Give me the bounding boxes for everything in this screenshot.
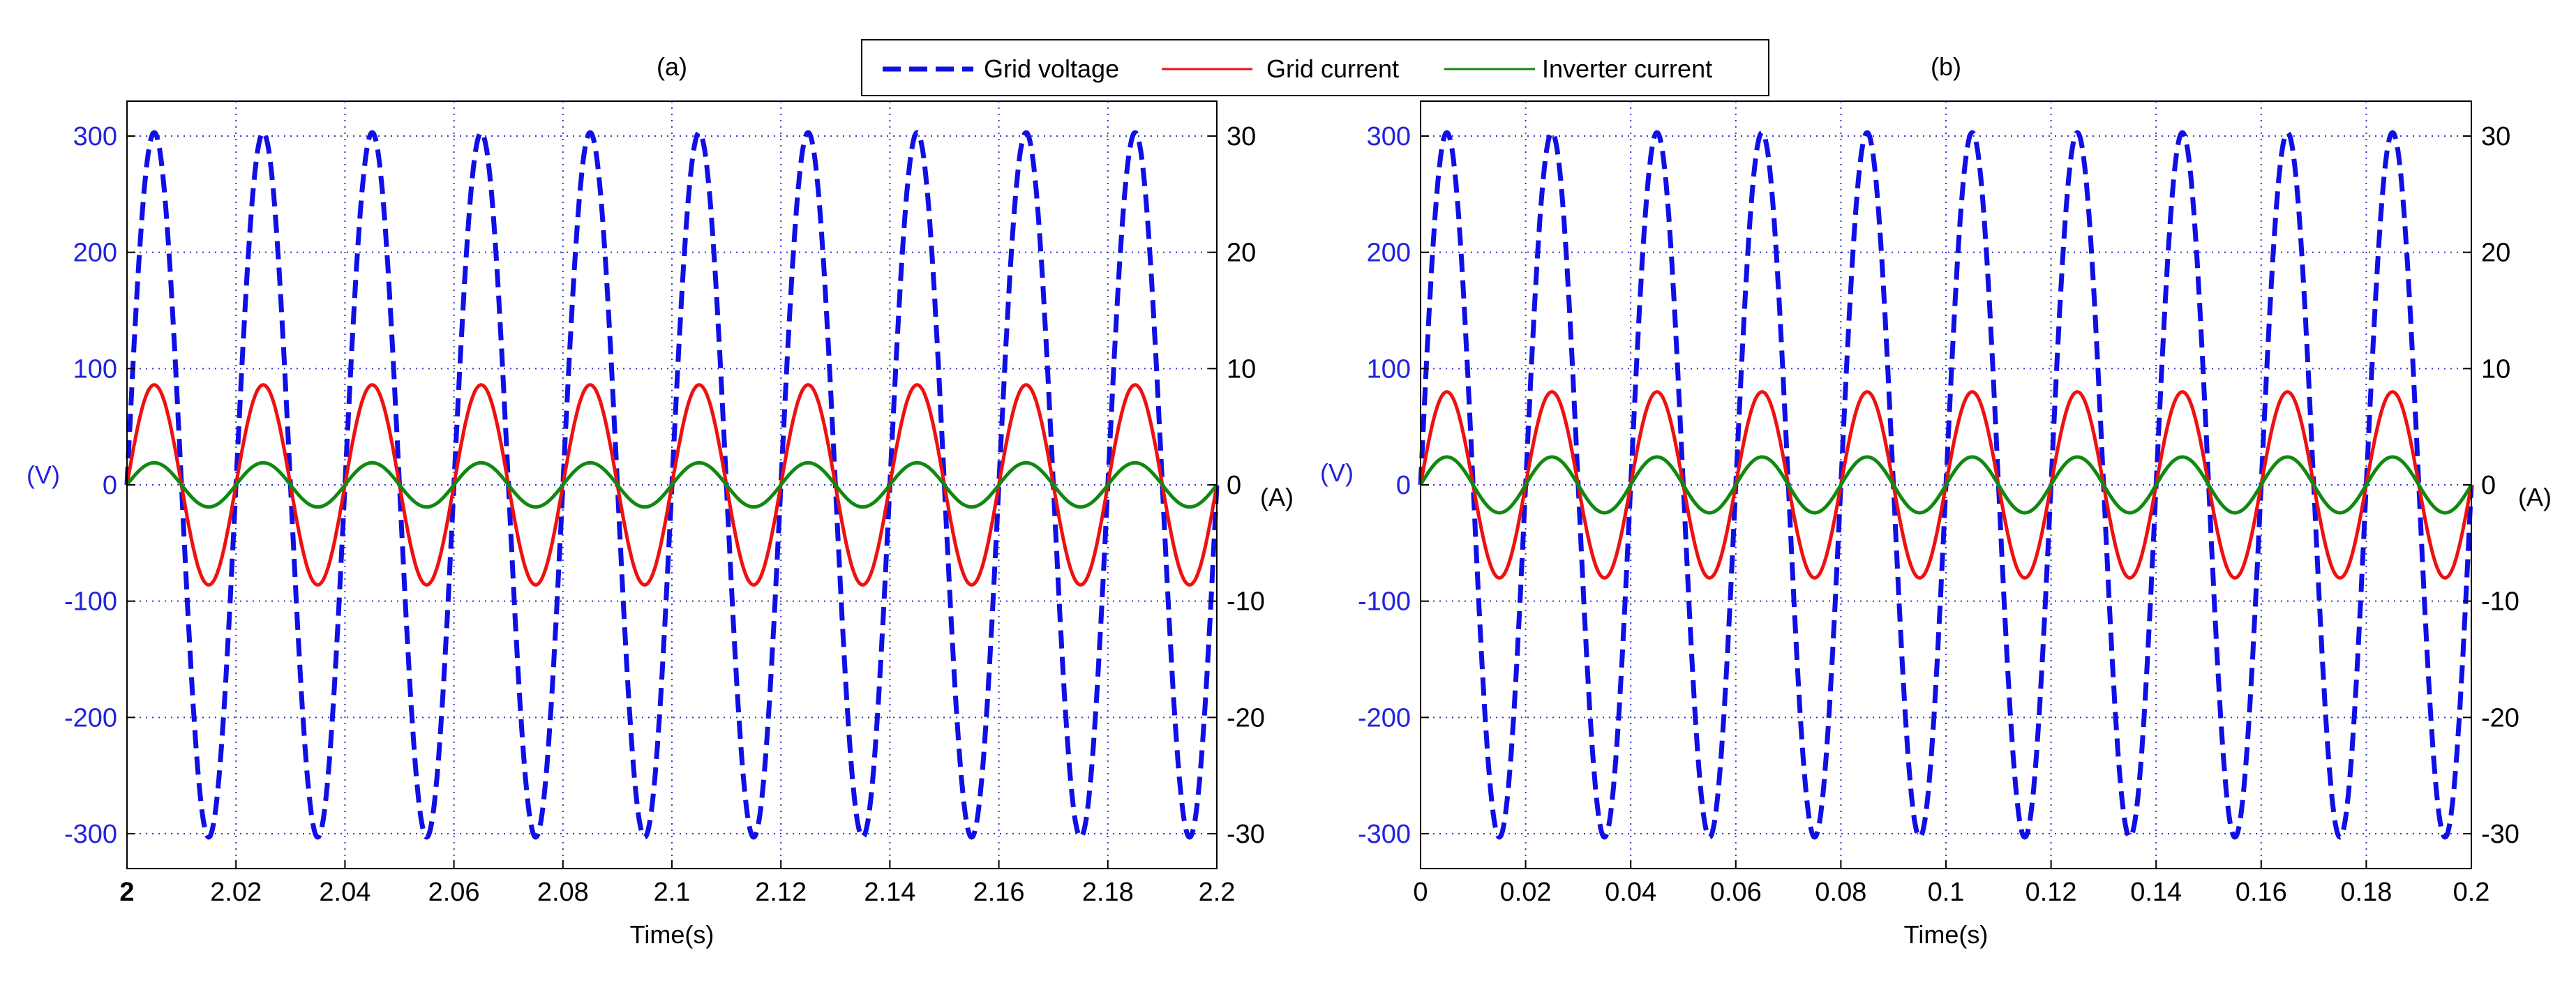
x-tick-label: 0.04 bbox=[1605, 878, 1656, 907]
y-right-tick-label: 0 bbox=[1227, 471, 1241, 500]
y-left-tick-label: -300 bbox=[64, 820, 117, 849]
chart-b-xlabel: Time(s) bbox=[1904, 920, 1989, 949]
x-tick-label: 0.08 bbox=[1815, 878, 1866, 907]
y-right-tick-label: -30 bbox=[2481, 820, 2519, 849]
y-right-tick-label: -10 bbox=[1227, 587, 1265, 617]
y-left-tick-label: 0 bbox=[1396, 471, 1411, 500]
chart-b-ylabel-right: (A) bbox=[2518, 483, 2552, 511]
x-tick-label: 2.16 bbox=[973, 878, 1025, 907]
x-tick-label: 0.2 bbox=[2453, 878, 2490, 907]
x-tick-label: 2.14 bbox=[864, 878, 915, 907]
legend-label-grid-voltage: Grid voltage bbox=[984, 54, 1119, 83]
x-tick-label: 0.18 bbox=[2340, 878, 2392, 907]
y-left-tick-label: 0 bbox=[103, 471, 117, 500]
y-left-tick-label: -200 bbox=[64, 703, 117, 733]
y-right-tick-label: 20 bbox=[1227, 239, 1256, 268]
legend-label-grid-current: Grid current bbox=[1266, 54, 1399, 83]
x-tick-label: 2.02 bbox=[210, 878, 262, 907]
x-tick-label: 2.12 bbox=[755, 878, 807, 907]
y-left-tick-label: 100 bbox=[1367, 354, 1411, 384]
x-tick-label: 2.08 bbox=[537, 878, 589, 907]
legend-box bbox=[861, 39, 1769, 96]
y-right-tick-label: -20 bbox=[2481, 703, 2519, 733]
x-tick-label: 0.14 bbox=[2130, 878, 2182, 907]
y-left-tick-label: -300 bbox=[1358, 820, 1411, 849]
y-right-tick-label: 10 bbox=[2481, 354, 2510, 384]
y-left-tick-label: 200 bbox=[73, 239, 117, 268]
y-left-tick-label: 200 bbox=[1367, 239, 1411, 268]
x-tick-label: 0 bbox=[1413, 878, 1428, 907]
y-left-tick-label: 100 bbox=[73, 354, 117, 384]
y-right-tick-label: 30 bbox=[1227, 122, 1256, 151]
y-right-tick-label: -20 bbox=[1227, 703, 1265, 733]
chart-panel-b: (b) Time(s) (V) (A) 0 0.02 0.04 0.06 0.08 0.1… bbox=[1320, 52, 2552, 949]
x-tick-label: 2.2 bbox=[1199, 878, 1236, 907]
y-left-tick-label: -100 bbox=[1358, 587, 1411, 617]
chart-b-title: (b) bbox=[1931, 52, 1961, 81]
x-tick-label: 2.18 bbox=[1082, 878, 1134, 907]
x-tick-label: 0.1 bbox=[1928, 878, 1965, 907]
x-tick-label: 2.06 bbox=[428, 878, 480, 907]
y-left-tick-label: 300 bbox=[1367, 122, 1411, 151]
chart-a-title: (a) bbox=[657, 52, 687, 81]
chart-a-series-inverter-current bbox=[126, 460, 1218, 509]
chart-panel-a: (a) Time(s) (V) (A) 2 2.02 2.04 2.06 2.08 2.1… bbox=[27, 52, 1294, 949]
x-tick-label: 0.02 bbox=[1500, 878, 1552, 907]
chart-b-series-inverter-current bbox=[1418, 455, 2473, 515]
x-tick-label: 0.12 bbox=[2025, 878, 2077, 907]
chart-a-ylabel-right: (A) bbox=[1260, 483, 1294, 511]
chart-a-xlabel: Time(s) bbox=[630, 920, 714, 949]
y-right-tick-label: 20 bbox=[2481, 239, 2510, 268]
x-tick-label: 0.16 bbox=[2236, 878, 2287, 907]
legend: Grid voltage Grid current Inverter curre… bbox=[861, 39, 1769, 96]
y-right-tick-label: 10 bbox=[1227, 354, 1256, 384]
x-tick-label: 2.04 bbox=[319, 878, 370, 907]
y-right-tick-label: 0 bbox=[2481, 471, 2496, 500]
x-tick-label: 2.1 bbox=[654, 878, 691, 907]
chart-b-ylabel-left: (V) bbox=[1320, 458, 1354, 487]
y-left-tick-label: -200 bbox=[1358, 703, 1411, 733]
x-tick-label: 0.06 bbox=[1710, 878, 1762, 907]
y-right-tick-label: -10 bbox=[2481, 587, 2519, 617]
y-right-tick-label: -30 bbox=[1227, 820, 1265, 849]
y-left-tick-label: 300 bbox=[73, 122, 117, 151]
legend-label-inverter-current: Inverter current bbox=[1542, 54, 1712, 83]
x-tick-label: 2 bbox=[119, 878, 134, 907]
chart-a-ylabel-left: (V) bbox=[27, 460, 60, 489]
y-right-tick-label: 30 bbox=[2481, 122, 2510, 151]
y-left-tick-label: -100 bbox=[64, 587, 117, 617]
